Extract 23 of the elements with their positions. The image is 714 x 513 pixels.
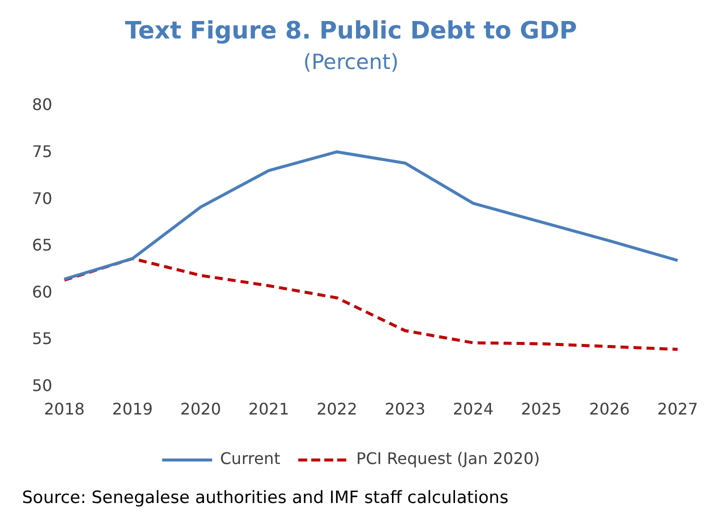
y-tick-label: 65 <box>32 236 52 255</box>
legend-label: PCI Request (Jan 2020) <box>356 449 540 468</box>
legend-label: Current <box>220 449 280 468</box>
source-note: Source: Senegalese authorities and IMF staff calculations <box>22 488 508 508</box>
y-tick-label: 80 <box>32 95 52 114</box>
x-tick-label: 2024 <box>452 400 494 419</box>
x-tick-label: 2023 <box>384 400 426 419</box>
x-tick-label: 2018 <box>44 400 85 419</box>
x-tick-label: 2022 <box>316 400 358 419</box>
y-tick-label: 60 <box>32 282 52 302</box>
x-tick-label: 2027 <box>657 400 698 419</box>
x-tick-label: 2021 <box>248 400 290 419</box>
chart-subtitle: (Percent) <box>303 50 399 74</box>
chart-title: Text Figure 8. Public Debt to GDP <box>125 16 577 45</box>
x-tick-label: 2026 <box>589 400 630 419</box>
y-tick-label: 70 <box>32 188 52 208</box>
x-tick-label: 2020 <box>180 400 222 419</box>
y-tick-label: 55 <box>32 329 52 348</box>
x-tick-label: 2025 <box>520 400 562 419</box>
line-series <box>62 257 680 351</box>
y-tick-label: 50 <box>32 376 52 395</box>
y-tick-label: 75 <box>32 142 52 161</box>
x-tick-label: 2019 <box>112 400 153 419</box>
